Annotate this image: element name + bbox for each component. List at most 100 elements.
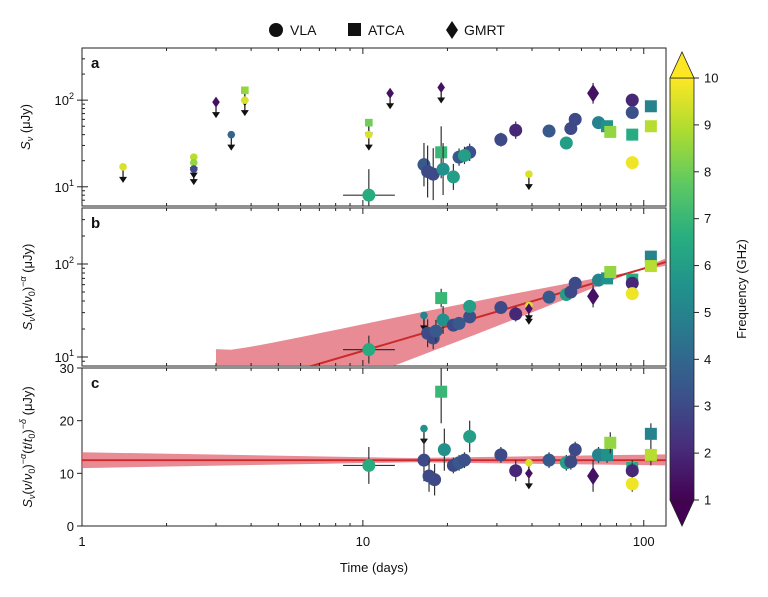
upper-limit-arrow (437, 97, 446, 104)
legend-gmrt-marker (446, 21, 458, 39)
vla-point (525, 170, 533, 178)
legend-atca-marker (348, 23, 361, 36)
vla-point (119, 163, 127, 171)
vla-point (420, 311, 428, 320)
atca-point (435, 146, 448, 159)
x-axis-label: Time (days) (340, 560, 408, 575)
vla-point (189, 158, 198, 167)
legend-atca-label: ATCA (368, 22, 405, 38)
vla-point (428, 473, 442, 487)
panel-c-frame (81, 367, 667, 527)
gmrt-point (587, 84, 600, 103)
atca-point (644, 427, 657, 440)
fit-band (216, 258, 666, 366)
atca-point (604, 266, 617, 279)
colorbar-tick-label: 1 (704, 493, 711, 508)
legend: VLA ATCA GMRT (269, 21, 505, 39)
vla-point (564, 455, 578, 469)
vla-point (417, 453, 431, 467)
panel-a-y-ticks: 101 102 (55, 47, 88, 207)
vla-point (625, 156, 639, 170)
vla-point (568, 443, 582, 457)
vla-point (189, 153, 198, 161)
panel-a-letter: a (91, 55, 100, 72)
x-tick-label: 10 (356, 534, 370, 549)
gmrt-point (212, 96, 220, 108)
vla-point (625, 93, 639, 107)
vla-point (559, 136, 573, 150)
upper-limit-arrow (227, 144, 236, 151)
gmrt-point (525, 303, 533, 315)
y-tick-label: 102 (55, 91, 74, 108)
vla-point (436, 162, 450, 176)
vla-point (542, 124, 556, 138)
vla-point (625, 464, 639, 478)
upper-limit-arrow (364, 144, 373, 151)
upper-limit-arrow (524, 318, 533, 325)
atca-point (644, 448, 657, 461)
panel-b-y-ticks: 101 102 (55, 207, 88, 367)
vla-point (625, 106, 639, 120)
colorbar-tick-label: 2 (704, 446, 711, 461)
y-tick-label: 10 (60, 466, 74, 481)
upper-limit-arrow (119, 176, 128, 183)
vla-point (437, 443, 451, 457)
vla-point (463, 299, 477, 313)
vla-point (568, 276, 582, 290)
atca-point (365, 118, 373, 127)
upper-limit-arrow (189, 179, 198, 186)
atca-point (604, 436, 617, 449)
colorbar-tick-label: 8 (704, 164, 711, 179)
vla-point (625, 287, 639, 301)
x-tick-labels: 1 10 100 (78, 534, 654, 549)
atca-point (601, 448, 614, 461)
colorbar-min-extend (669, 499, 695, 527)
vla-point (625, 477, 639, 491)
colorbar-max-extend (669, 51, 695, 79)
atca-point (241, 86, 249, 95)
panel-a-ylabel: Sν (μJy) (18, 104, 35, 150)
panel-b-ylabel: Sν(ν/ν0)−α (μJy) (18, 244, 37, 331)
vla-point (542, 453, 556, 467)
x-tick-label: 100 (633, 534, 655, 549)
vla-point (568, 112, 582, 126)
upper-limit-arrow (524, 483, 533, 490)
vla-point (494, 301, 508, 315)
panel-b-x-ticks (81, 208, 645, 366)
colorbar-label: Frequency (GHz) (734, 239, 749, 339)
panel-c-ylabel: Sν(ν/ν0)−α(t/t0)−δ (μJy) (18, 386, 37, 508)
upper-limit-arrow (212, 112, 221, 119)
colorbar-gradient (669, 77, 695, 501)
vla-point (362, 343, 376, 357)
vla-point (452, 316, 466, 330)
gmrt-point (386, 87, 394, 99)
vla-point (457, 148, 471, 162)
atca-point (644, 100, 657, 113)
panel-b-data (216, 250, 666, 366)
vla-point (227, 130, 236, 139)
atca-point (644, 260, 657, 273)
y-tick-label: 102 (55, 255, 74, 272)
vla-point (457, 453, 471, 467)
y-tick-label: 30 (60, 361, 74, 376)
panel-a-data (119, 81, 657, 206)
atca-point (644, 250, 657, 263)
y-tick-label: 20 (60, 414, 74, 429)
vla-point (494, 448, 508, 462)
panel-a-frame (81, 47, 667, 207)
gmrt-point (587, 466, 600, 485)
gmrt-point (437, 81, 445, 93)
vla-point (525, 459, 533, 467)
atca-point (435, 385, 448, 398)
colorbar-tick-label: 3 (704, 399, 711, 414)
panel-c-letter: c (91, 375, 99, 392)
colorbar-tick-label: 6 (704, 258, 711, 273)
colorbar-tick-label: 10 (704, 71, 718, 86)
vla-point (542, 290, 556, 304)
x-tick-label: 1 (78, 534, 85, 549)
colorbar-tick-label: 7 (704, 211, 711, 226)
vla-point (494, 133, 508, 147)
vla-point (436, 313, 450, 327)
